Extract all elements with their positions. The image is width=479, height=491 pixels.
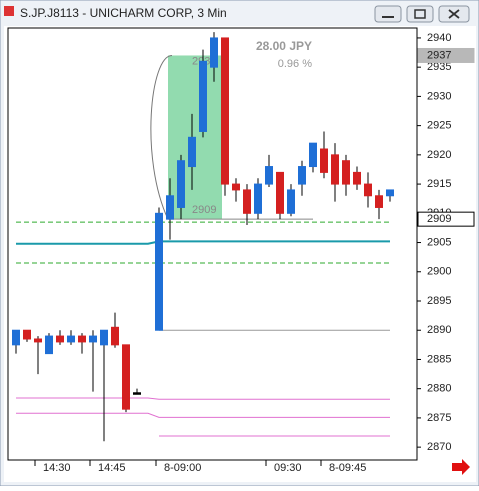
measure-percent: 0.96 % [278, 58, 312, 70]
candle-body [243, 189, 251, 214]
candle-body [309, 142, 317, 168]
candle-body [287, 189, 295, 214]
candle-body [320, 148, 328, 173]
candle-body [177, 160, 185, 208]
level-line [16, 412, 390, 418]
candle-body [12, 329, 20, 346]
y-tick-label: 2930 [427, 90, 451, 102]
y-tick-label: 2870 [427, 441, 451, 453]
y-tick-label: 2880 [427, 383, 451, 395]
candle-body [89, 335, 97, 343]
candle-body [353, 171, 361, 185]
y-tick-label: 2915 [427, 178, 451, 190]
x-tick-label: 8-09:00 [164, 462, 201, 474]
x-tick-label: 09:30 [274, 462, 302, 474]
y-tick-label: 2935 [427, 61, 451, 73]
candle-body [122, 344, 130, 410]
candle-body [133, 392, 141, 395]
candle-body [188, 136, 196, 168]
candle-body [375, 195, 383, 208]
candle-body [210, 37, 218, 68]
x-tick-label: 14:30 [43, 462, 71, 474]
y-tick-label: 2875 [427, 412, 451, 424]
y-tick-label: 2900 [427, 266, 451, 278]
y-tick-label: 2905 [427, 236, 451, 248]
measure-start-label: 2909 [192, 204, 216, 216]
candle-body [254, 183, 262, 214]
maximize-icon [414, 9, 426, 19]
candle-body [199, 60, 207, 132]
measure-arc [150, 54, 173, 220]
window-icon [4, 6, 14, 16]
measure-amount: 28.00 JPY [256, 39, 312, 53]
x-tick-label: 8-09:45 [329, 462, 366, 474]
candle-body [298, 166, 306, 185]
candle-body [155, 212, 163, 331]
candle-body [232, 183, 240, 191]
candle-body [265, 166, 273, 185]
y-tick-label: 2895 [427, 295, 451, 307]
price-badge-label: 2909 [427, 213, 451, 225]
window-title: S.JP.J8113 - UNICHARM CORP, 3 Min [20, 6, 227, 20]
candle-body [78, 335, 86, 343]
scroll-arrow[interactable] [452, 459, 470, 475]
candle-body [100, 329, 108, 346]
candle-body [364, 183, 372, 197]
level-line [16, 240, 390, 245]
close-icon [448, 9, 460, 19]
candle-body [331, 154, 339, 185]
level-line [16, 397, 390, 400]
minimize-button[interactable] [374, 5, 402, 23]
candle-body [221, 37, 229, 185]
y-tick-label: 2940 [427, 32, 451, 44]
x-tick-label: 14:45 [98, 462, 126, 474]
candle-body [56, 335, 64, 343]
maximize-button[interactable] [406, 5, 434, 23]
price-badge [417, 47, 475, 63]
candle-body [45, 335, 53, 355]
candle-body [386, 189, 394, 197]
y-tick-label: 2885 [427, 353, 451, 365]
y-tick-label: 2890 [427, 324, 451, 336]
price-badge [417, 211, 475, 227]
y-tick-label: 2920 [427, 149, 451, 161]
candle-body [342, 160, 350, 185]
candle-body [67, 335, 75, 343]
candle-body [111, 326, 119, 346]
candle-body [34, 338, 42, 343]
candle-body [23, 329, 31, 340]
candle-body [166, 195, 174, 220]
price-badge-label: 2937 [427, 49, 451, 61]
candle-body [276, 171, 284, 214]
y-tick-label: 2925 [427, 120, 451, 132]
